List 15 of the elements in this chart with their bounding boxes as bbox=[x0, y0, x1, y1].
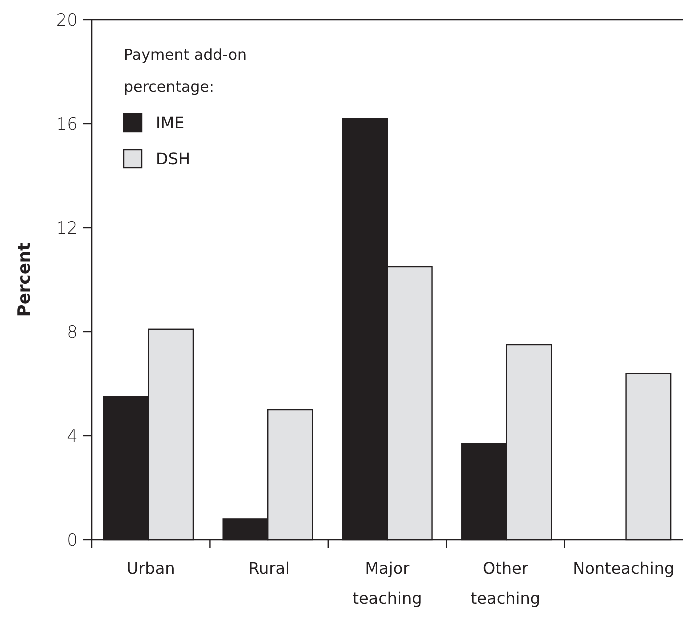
x-tick-label: Nonteaching bbox=[573, 559, 675, 578]
y-tick-label: 20 bbox=[56, 10, 78, 31]
y-tick-label: 8 bbox=[67, 322, 78, 343]
x-tick-label: Other teaching bbox=[470, 559, 541, 608]
legend-label: IME bbox=[156, 114, 185, 133]
y-axis-title: Percent bbox=[15, 242, 35, 318]
x-tick-label: Major teaching bbox=[352, 559, 422, 608]
legend-title: Payment add-on percentage: bbox=[124, 46, 248, 96]
x-tick-label: Rural bbox=[248, 559, 290, 578]
y-tick-label: 12 bbox=[56, 218, 78, 239]
y-tick-label: 4 bbox=[67, 426, 78, 447]
x-tick-label: Urban bbox=[126, 559, 176, 578]
y-tick-label: 16 bbox=[56, 114, 78, 135]
legend-label: DSH bbox=[156, 150, 191, 169]
y-tick-label: 0 bbox=[67, 530, 78, 551]
